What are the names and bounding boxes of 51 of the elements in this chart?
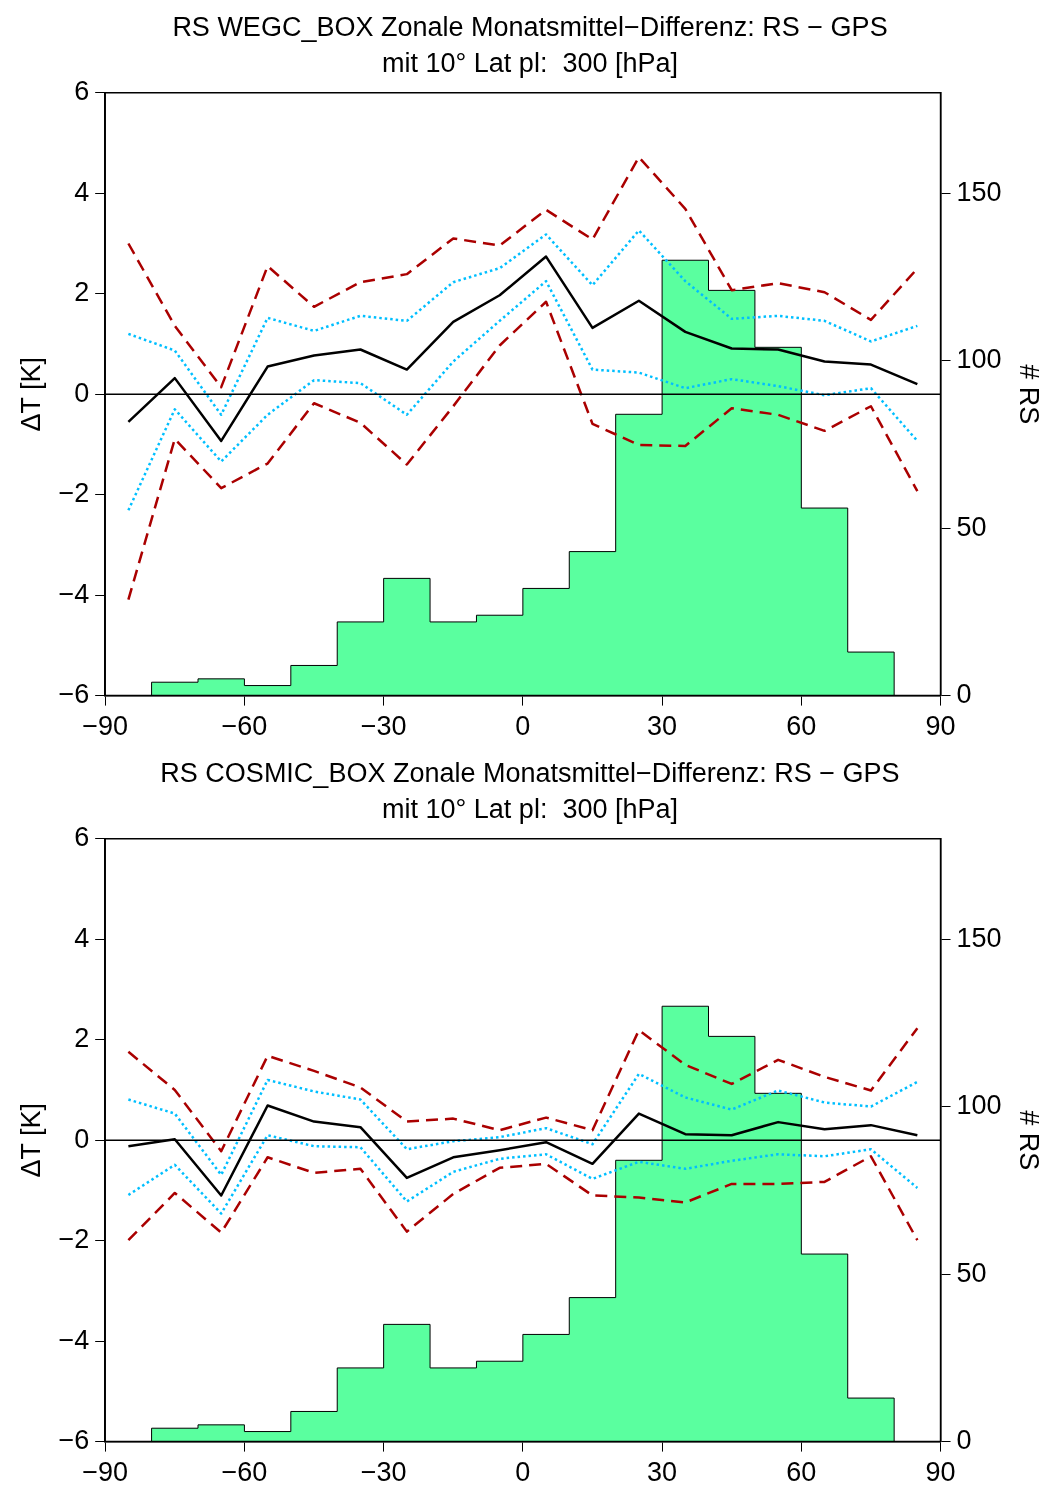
y-tick-label: −6 <box>58 679 90 710</box>
line-series <box>127 229 919 417</box>
y-tick-label: 2 <box>74 1023 90 1054</box>
x-tick-label: 90 <box>925 1457 956 1488</box>
x-tick-label: 30 <box>647 1457 678 1488</box>
y2-tick-label: 50 <box>956 511 987 542</box>
line-series <box>127 1155 919 1242</box>
chart-subtitle: mit 10° Lat pl: 300 [hPa] <box>382 48 678 79</box>
y-axis-title: ΔT [K] <box>15 1102 46 1178</box>
y-axis-title: ΔT [K] <box>15 356 46 432</box>
line-series <box>127 1072 919 1177</box>
line-series <box>127 300 919 601</box>
x-tick-label: 90 <box>925 711 956 742</box>
y2-tick-label: 0 <box>956 1425 972 1456</box>
y-tick-label: 0 <box>74 1123 90 1154</box>
y-tick-label: −2 <box>58 1224 90 1255</box>
line-series <box>127 1026 919 1153</box>
x-tick-label: 60 <box>786 1457 817 1488</box>
y-tick-label: 6 <box>74 822 90 853</box>
x-tick-label: 60 <box>786 711 817 742</box>
y-tick-label: 0 <box>74 377 90 408</box>
y2-tick-label: 150 <box>956 176 1002 207</box>
y2-axis-title: # RS <box>1014 1110 1045 1171</box>
chart-title: RS COSMIC_BOX Zonale Monatsmittel−Differenz: RS − GPS <box>160 757 900 788</box>
y-tick-label: −4 <box>58 578 90 609</box>
y2-tick-label: 150 <box>956 922 1002 953</box>
y-tick-label: −2 <box>58 478 90 509</box>
y-tick-label: 6 <box>74 76 90 107</box>
x-tick-label: −90 <box>82 1457 129 1488</box>
chart-subtitle: mit 10° Lat pl: 300 [hPa] <box>382 794 678 825</box>
y2-tick-label: 100 <box>956 344 1002 375</box>
y-tick-label: 2 <box>74 277 90 308</box>
line-series <box>127 1133 919 1215</box>
x-tick-label: −90 <box>82 711 129 742</box>
chart-title: RS WEGC_BOX Zonale Monatsmittel−Differenz: RS − GPS <box>172 11 888 42</box>
x-tick-label: 0 <box>515 711 531 742</box>
x-tick-label: 30 <box>647 711 678 742</box>
line-series <box>127 279 919 512</box>
y-tick-label: −6 <box>58 1425 90 1456</box>
y-tick-label: −4 <box>58 1324 90 1355</box>
y2-axis-title: # RS <box>1014 364 1045 425</box>
y-tick-label: 4 <box>74 176 90 207</box>
y-tick-label: 4 <box>74 922 90 953</box>
y2-tick-label: 50 <box>956 1257 987 1288</box>
y2-tick-label: 100 <box>956 1090 1002 1121</box>
x-tick-label: −30 <box>360 1457 407 1488</box>
x-tick-label: −60 <box>221 711 268 742</box>
x-tick-label: −60 <box>221 1457 268 1488</box>
x-tick-label: −30 <box>360 711 407 742</box>
x-tick-label: 0 <box>515 1457 531 1488</box>
y2-tick-label: 0 <box>956 679 972 710</box>
